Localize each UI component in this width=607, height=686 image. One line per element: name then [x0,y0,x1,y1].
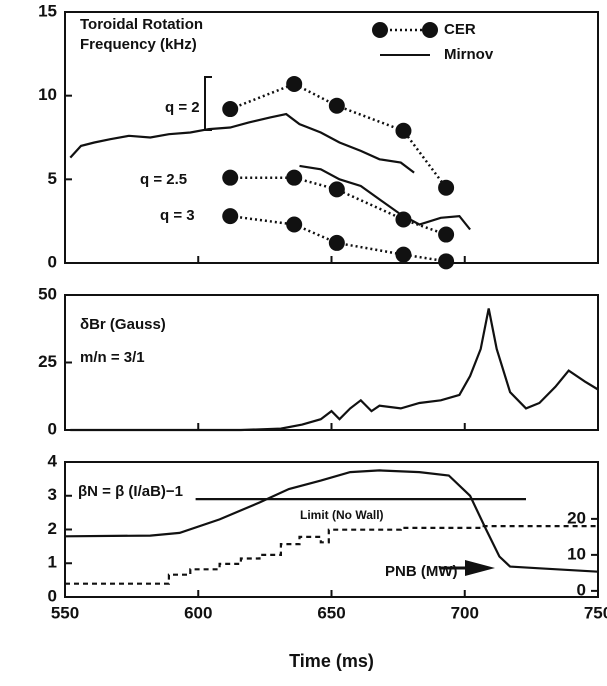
y-tick-label: 3 [48,485,57,504]
series-line [69,112,415,174]
annotation: Toroidal Rotation [80,16,203,33]
y-tick-label: 50 [38,284,57,303]
series-label: PNB (MW) [385,563,457,580]
marker [286,216,303,233]
marker [222,101,239,118]
marker [395,122,412,139]
y2-tick-label: 0 [577,580,586,599]
x-tick-label: 550 [51,603,79,622]
y2-tick-label: 20 [567,508,586,527]
annotation: βN = β (I/aB)−1 [78,483,183,500]
y-tick-label: 4 [48,451,58,470]
y-tick-label: 2 [48,519,57,538]
marker [328,234,345,251]
y-tick-label: 0 [48,586,57,605]
marker [438,226,455,243]
annotation: q = 3 [160,207,195,224]
legend-label: CER [444,21,476,38]
series-line [64,469,599,573]
marker [328,97,345,114]
legend-label: Mirnov [444,46,494,63]
y-tick-label: 5 [48,169,57,188]
marker [328,181,345,198]
series-line [299,164,471,231]
y-tick-label: 10 [38,85,57,104]
marker [395,246,412,263]
marker [286,75,303,92]
marker [438,253,455,270]
marker [286,169,303,186]
x-tick-label: 600 [184,603,212,622]
marker [222,208,239,225]
y-tick-label: 0 [48,252,57,271]
legend-marker [422,22,438,38]
y-tick-label: 25 [38,352,57,371]
annotation: m/n = 3/1 [80,349,145,366]
x-axis-label: Time (ms) [289,651,374,671]
marker [395,211,412,228]
series-label: Limit (No Wall) [300,508,384,522]
annotation: q = 2.5 [140,171,187,188]
series-line [70,308,599,432]
x-tick-label: 700 [451,603,479,622]
series-line [65,525,598,585]
y-tick-label: 1 [48,553,57,572]
x-tick-label: 650 [317,603,345,622]
annotation: q = 2 [165,99,200,116]
y-tick-label: 0 [48,419,57,438]
y-tick-label: 15 [38,1,57,20]
marker [222,169,239,186]
y2-tick-label: 10 [567,544,586,563]
x-tick-label: 750 [584,603,607,622]
bracket [204,76,212,131]
marker [438,179,455,196]
annotation: δBr (Gauss) [80,316,166,333]
annotation: Frequency (kHz) [80,36,197,53]
arrow-head [465,560,495,576]
legend-marker [372,22,388,38]
